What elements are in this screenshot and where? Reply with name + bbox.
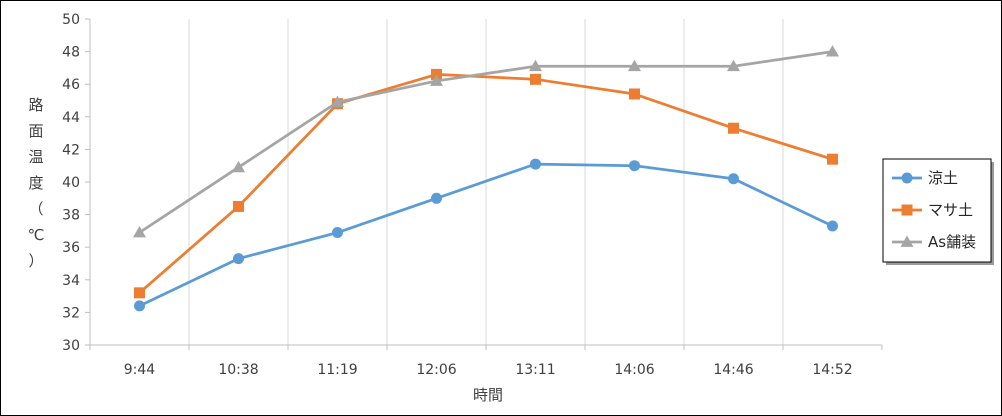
- x-tick-label: 14:52: [812, 362, 852, 378]
- data-point: [629, 160, 640, 172]
- y-tick-label: 46: [62, 77, 80, 93]
- legend-item: As舗装: [892, 233, 976, 251]
- data-point: [827, 153, 838, 165]
- series-group: [133, 45, 839, 312]
- y-tick-label: 44: [62, 110, 80, 126]
- data-point: [628, 59, 641, 72]
- series-line: [138, 50, 833, 234]
- y-axis-title-char: ）: [28, 252, 43, 270]
- y-tick-label: 34: [62, 273, 80, 289]
- legend-marker: [901, 204, 913, 216]
- y-axis-title-char: 温: [28, 148, 43, 166]
- data-point: [233, 200, 244, 212]
- legend-item: マサ土: [892, 201, 973, 219]
- y-axis-title-char: 面: [28, 122, 43, 140]
- legend-label: As舗装: [928, 233, 976, 251]
- x-tick-label: 9:44: [124, 362, 156, 378]
- y-axis-title-char: （: [28, 200, 43, 218]
- series-line: [138, 162, 834, 308]
- data-point: [728, 173, 739, 185]
- y-axis-title-char: 路: [28, 96, 43, 114]
- series-3: [133, 45, 839, 238]
- series-1: [134, 158, 838, 312]
- grid-lines: [188, 19, 784, 345]
- y-tick-label: 50: [62, 12, 80, 28]
- legend-label: マサ土: [928, 201, 973, 219]
- data-point: [530, 158, 541, 170]
- legend-item: 涼土: [892, 169, 958, 187]
- data-point: [232, 160, 245, 173]
- y-tick-label: 40: [62, 175, 80, 191]
- y-axis-title-char: 度: [28, 174, 43, 192]
- data-point: [431, 68, 442, 80]
- data-point: [233, 253, 244, 265]
- axes: [85, 18, 883, 350]
- data-point: [629, 88, 640, 100]
- data-point: [430, 74, 443, 86]
- y-tick-label: 36: [62, 240, 80, 256]
- series-line: [138, 73, 833, 294]
- y-tick-label: 32: [62, 305, 80, 321]
- data-point: [727, 59, 740, 72]
- x-tick-label: 14:46: [713, 362, 753, 378]
- data-point: [331, 95, 344, 108]
- legend-label: 涼土: [928, 169, 958, 187]
- y-tick-label: 42: [62, 142, 80, 158]
- data-point: [133, 226, 146, 238]
- y-tick-labels: 30 32 34 36 38 40 42 44 46 48 50: [62, 12, 80, 354]
- data-point: [827, 220, 838, 232]
- legend-marker: [901, 172, 913, 184]
- y-axis-title-char: ℃: [28, 226, 45, 244]
- data-point: [529, 59, 542, 72]
- data-point: [332, 227, 343, 239]
- x-tick-labels: 9:44 10:38 11:19 12:06 13:11 14:06 14:46 14:52: [124, 362, 853, 378]
- data-point: [134, 287, 145, 299]
- data-point: [728, 122, 739, 134]
- x-axis-title: 時間: [473, 386, 503, 404]
- legend-marker: [900, 235, 914, 247]
- y-tick-label: 38: [62, 208, 80, 224]
- data-point: [530, 73, 541, 85]
- data-point: [826, 45, 839, 57]
- x-tick-label: 13:11: [515, 362, 555, 378]
- x-tick-label: 11:19: [317, 362, 357, 378]
- y-tick-label: 30: [62, 338, 80, 354]
- x-tick-label: 14:06: [614, 362, 654, 378]
- x-tick-label: 12:06: [416, 362, 456, 378]
- data-point: [134, 300, 145, 312]
- data-point: [431, 192, 442, 204]
- y-tick-label: 48: [62, 45, 80, 61]
- x-tick-label: 10:38: [218, 362, 258, 378]
